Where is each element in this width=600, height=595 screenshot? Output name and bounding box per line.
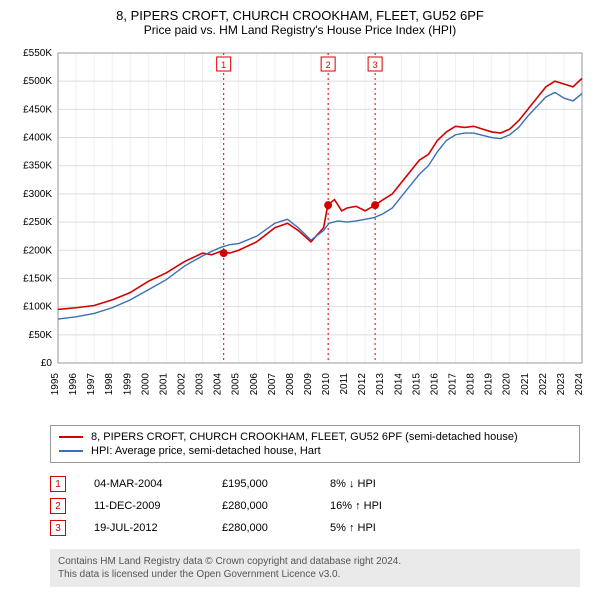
sales-diff: 5% ↑ HPI: [330, 522, 410, 534]
chart-subtitle: Price paid vs. HM Land Registry's House …: [10, 23, 590, 37]
svg-text:2022: 2022: [538, 373, 549, 396]
svg-text:£100K: £100K: [23, 302, 52, 313]
sales-date: 19-JUL-2012: [94, 522, 194, 534]
svg-text:£500K: £500K: [23, 76, 52, 87]
legend-swatch: [59, 450, 83, 452]
sales-date: 11-DEC-2009: [94, 500, 194, 512]
footer-line2: This data is licensed under the Open Gov…: [58, 568, 572, 581]
sales-diff: 8% ↓ HPI: [330, 478, 410, 490]
svg-text:1999: 1999: [122, 373, 133, 396]
chart-title: 8, PIPERS CROFT, CHURCH CROOKHAM, FLEET,…: [10, 8, 590, 23]
sales-marker-box: 1: [50, 476, 66, 492]
svg-text:2001: 2001: [158, 373, 169, 396]
sales-row: 2 11-DEC-2009 £280,000 16% ↑ HPI: [50, 495, 580, 517]
svg-text:2007: 2007: [267, 373, 278, 396]
svg-text:1: 1: [221, 60, 226, 70]
svg-text:2000: 2000: [140, 373, 151, 396]
svg-text:2010: 2010: [321, 373, 332, 396]
sales-price: £280,000: [222, 522, 302, 534]
svg-text:2017: 2017: [448, 373, 459, 396]
legend-label: 8, PIPERS CROFT, CHURCH CROOKHAM, FLEET,…: [91, 431, 518, 443]
sales-price: £195,000: [222, 478, 302, 490]
svg-text:2008: 2008: [285, 373, 296, 396]
line-chart-svg: £0 £50K £100K £150K £200K £250K £300K £350K £400…: [10, 45, 590, 415]
svg-text:£400K: £400K: [23, 133, 52, 144]
svg-text:2016: 2016: [429, 373, 440, 396]
svg-text:£300K: £300K: [23, 189, 52, 200]
svg-text:2003: 2003: [195, 373, 206, 396]
svg-text:2019: 2019: [484, 373, 495, 396]
svg-text:2009: 2009: [303, 373, 314, 396]
svg-text:2011: 2011: [339, 373, 350, 395]
svg-text:2006: 2006: [249, 373, 260, 396]
svg-text:2012: 2012: [357, 373, 368, 396]
svg-text:2018: 2018: [466, 373, 477, 396]
footer-attribution: Contains HM Land Registry data © Crown c…: [50, 549, 580, 587]
svg-text:£200K: £200K: [23, 245, 52, 256]
svg-text:£250K: £250K: [23, 217, 52, 228]
svg-text:2002: 2002: [176, 373, 187, 396]
svg-text:2: 2: [326, 60, 331, 70]
sales-price: £280,000: [222, 500, 302, 512]
svg-text:2013: 2013: [375, 373, 386, 396]
svg-text:2015: 2015: [411, 373, 422, 396]
sales-marker-box: 3: [50, 520, 66, 536]
svg-text:£0: £0: [41, 358, 53, 369]
svg-text:2024: 2024: [574, 373, 585, 396]
svg-text:2023: 2023: [556, 373, 567, 396]
svg-text:1998: 1998: [104, 373, 115, 396]
sales-row: 1 04-MAR-2004 £195,000 8% ↓ HPI: [50, 473, 580, 495]
svg-text:1996: 1996: [68, 373, 79, 396]
legend-label: HPI: Average price, semi-detached house,…: [91, 445, 321, 457]
svg-text:2020: 2020: [502, 373, 513, 396]
legend: 8, PIPERS CROFT, CHURCH CROOKHAM, FLEET,…: [50, 425, 580, 463]
chart-container: 8, PIPERS CROFT, CHURCH CROOKHAM, FLEET,…: [0, 0, 600, 595]
svg-text:£50K: £50K: [29, 330, 53, 341]
sales-marker-box: 2: [50, 498, 66, 514]
svg-text:2004: 2004: [213, 373, 224, 396]
svg-text:£350K: £350K: [23, 161, 52, 172]
svg-text:£450K: £450K: [23, 104, 52, 115]
sales-table: 1 04-MAR-2004 £195,000 8% ↓ HPI 2 11-DEC-2009…: [50, 473, 580, 539]
svg-text:2014: 2014: [393, 373, 404, 396]
legend-item: 8, PIPERS CROFT, CHURCH CROOKHAM, FLEET,…: [59, 430, 571, 444]
legend-swatch: [59, 436, 83, 438]
svg-text:2021: 2021: [520, 373, 531, 396]
legend-item: HPI: Average price, semi-detached house,…: [59, 444, 571, 458]
sales-date: 04-MAR-2004: [94, 478, 194, 490]
svg-text:3: 3: [373, 60, 378, 70]
svg-text:1997: 1997: [86, 373, 97, 396]
svg-text:£550K: £550K: [23, 48, 52, 59]
sales-row: 3 19-JUL-2012 £280,000 5% ↑ HPI: [50, 517, 580, 539]
svg-text:£150K: £150K: [23, 273, 52, 284]
svg-text:1995: 1995: [50, 373, 61, 396]
chart-plot: £0 £50K £100K £150K £200K £250K £300K £350K £400…: [10, 45, 590, 415]
sales-diff: 16% ↑ HPI: [330, 500, 410, 512]
footer-line1: Contains HM Land Registry data © Crown c…: [58, 555, 572, 568]
svg-text:2005: 2005: [231, 373, 242, 396]
